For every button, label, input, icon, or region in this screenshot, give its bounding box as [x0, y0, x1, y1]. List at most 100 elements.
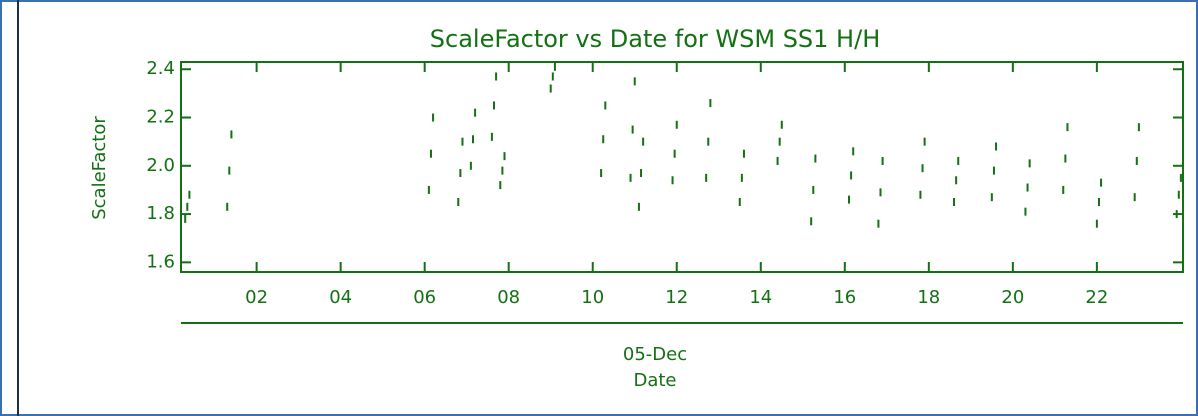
- y-tick-label: 2.2: [146, 107, 175, 128]
- point: [1095, 219, 1098, 228]
- point: [740, 173, 743, 182]
- point: [1064, 154, 1067, 163]
- point: [551, 72, 554, 81]
- point: [705, 173, 708, 182]
- x-tick-label: 02: [245, 287, 268, 308]
- point: [671, 176, 674, 185]
- point: [495, 72, 498, 81]
- point: [709, 99, 712, 108]
- y-tick-label: 2.4: [146, 58, 175, 79]
- point: [881, 156, 884, 165]
- x-tick-label: 22: [1085, 287, 1108, 308]
- point: [490, 132, 493, 141]
- point: [471, 135, 474, 144]
- point: [501, 166, 504, 175]
- point: [957, 156, 960, 165]
- point: [1133, 193, 1136, 202]
- point: [461, 137, 464, 146]
- point: [995, 142, 998, 151]
- point: [230, 130, 233, 139]
- x-axis-label: Date: [633, 370, 676, 391]
- point: [1028, 159, 1031, 168]
- point: [188, 190, 191, 199]
- point: [1024, 207, 1027, 216]
- point: [1179, 173, 1182, 182]
- point: [780, 120, 783, 129]
- point: [427, 185, 430, 194]
- point: [629, 173, 632, 182]
- point: [848, 195, 850, 204]
- x-tick-label: 12: [665, 287, 688, 308]
- x-tick-label: 18: [917, 287, 940, 308]
- point: [499, 181, 502, 190]
- point: [503, 152, 506, 161]
- x-tick-label: 14: [749, 287, 772, 308]
- point: [919, 190, 922, 199]
- x-tick-label: 06: [413, 287, 436, 308]
- point: [812, 185, 815, 194]
- point: [707, 137, 710, 146]
- point: [1100, 178, 1103, 187]
- point: [228, 166, 231, 175]
- chart-title: ScaleFactor vs Date for WSM SS1 H/H: [430, 25, 880, 53]
- point: [432, 113, 435, 122]
- point: [673, 149, 676, 158]
- point: [602, 135, 605, 144]
- point: [955, 176, 958, 185]
- point: [553, 62, 556, 71]
- point: [1062, 185, 1065, 194]
- point: [457, 198, 460, 206]
- point: [990, 193, 993, 202]
- point: [923, 137, 926, 146]
- point: [742, 149, 745, 158]
- point: [469, 161, 472, 170]
- y-tick-label: 2.0: [146, 155, 175, 176]
- x-tick-label: 04: [329, 287, 352, 308]
- point: [184, 214, 187, 223]
- point: [1177, 190, 1180, 199]
- x-tick-label: 16: [833, 287, 856, 308]
- point: [879, 188, 882, 197]
- point: [429, 149, 432, 158]
- point: [492, 101, 495, 110]
- point: [1135, 156, 1138, 165]
- date-label: 05-Dec: [623, 344, 687, 365]
- point: [778, 137, 781, 146]
- point: [921, 164, 924, 173]
- point: [738, 198, 741, 206]
- point: [814, 154, 817, 163]
- plot-frame: [180, 61, 1184, 273]
- point: [549, 84, 552, 93]
- point: [810, 217, 813, 226]
- point: [604, 101, 607, 110]
- point: [1066, 123, 1069, 132]
- x-tick-label: 10: [581, 287, 604, 308]
- point: [852, 147, 855, 156]
- point: [226, 202, 229, 211]
- y-axis-label: ScaleFactor: [89, 116, 110, 220]
- y-tick-label: 1.8: [146, 203, 175, 224]
- point: [474, 108, 477, 117]
- point: [642, 137, 645, 146]
- point: [877, 219, 880, 228]
- point: [459, 169, 462, 178]
- point: [776, 156, 779, 165]
- point: [850, 171, 853, 180]
- point: [600, 169, 603, 178]
- x-tick-label: 08: [497, 287, 520, 308]
- point: [992, 166, 995, 175]
- point: [1026, 183, 1029, 192]
- y-tick-label: 1.6: [146, 251, 175, 272]
- point: [1137, 123, 1140, 132]
- point: [675, 120, 678, 129]
- point: [633, 77, 636, 86]
- point: [1175, 210, 1178, 219]
- point: [640, 169, 643, 178]
- x-tick-label: 20: [1001, 287, 1024, 308]
- point: [186, 202, 189, 211]
- point: [953, 198, 956, 206]
- point: [1097, 198, 1100, 206]
